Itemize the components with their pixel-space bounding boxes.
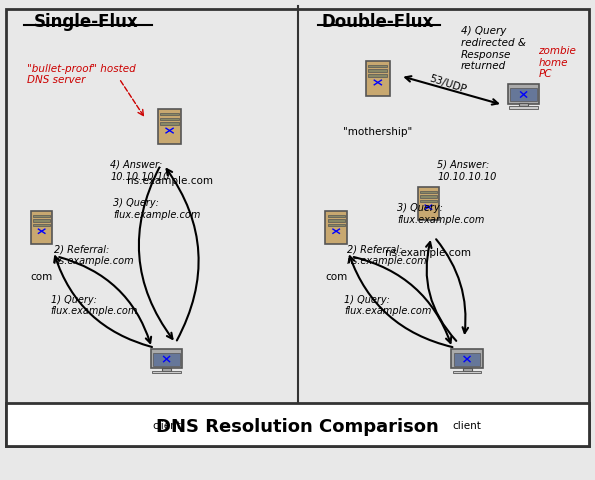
Bar	[462, 368, 472, 371]
Text: Single-Flux: Single-Flux	[34, 12, 139, 31]
Text: client: client	[152, 420, 181, 430]
Text: client: client	[453, 420, 481, 430]
Bar	[162, 368, 171, 371]
Text: 2) Referral:
ns.example.com: 2) Referral: ns.example.com	[54, 244, 134, 265]
Bar	[509, 107, 538, 109]
Bar	[31, 212, 52, 244]
Text: ns.example.com: ns.example.com	[127, 175, 212, 185]
Bar	[419, 200, 437, 203]
Bar	[152, 371, 181, 373]
Text: 2) Referral:
ns.example.com: 2) Referral: ns.example.com	[347, 244, 428, 265]
Text: com: com	[30, 271, 53, 281]
Bar	[325, 212, 347, 244]
Bar	[160, 123, 179, 125]
Bar	[327, 224, 345, 227]
Bar	[419, 192, 437, 194]
Bar	[327, 220, 345, 222]
Bar	[368, 66, 387, 68]
Bar	[453, 371, 481, 373]
Bar	[508, 85, 540, 105]
Text: "mothership": "mothership"	[343, 127, 412, 137]
Bar	[158, 109, 181, 145]
Text: com: com	[325, 271, 347, 281]
Bar	[154, 353, 180, 366]
Bar	[151, 349, 183, 369]
Bar	[33, 216, 51, 218]
Bar	[419, 196, 437, 198]
Bar	[366, 61, 390, 97]
Text: 3) Query:
flux.example.com: 3) Query: flux.example.com	[113, 198, 201, 219]
Text: Double-Flux: Double-Flux	[322, 12, 434, 31]
Text: 4) Answer:
10.10.10.10: 4) Answer: 10.10.10.10	[110, 160, 170, 181]
Text: zombie
home
PC: zombie home PC	[538, 46, 577, 79]
Text: DNS Resolution Comparison: DNS Resolution Comparison	[156, 417, 439, 435]
Bar	[511, 89, 537, 102]
Text: 53/UDP: 53/UDP	[428, 73, 467, 95]
Text: "bullet-proof" hosted
DNS server: "bullet-proof" hosted DNS server	[27, 64, 136, 85]
Text: 4) Query
redirected &
Response
returned: 4) Query redirected & Response returned	[461, 26, 526, 71]
Bar	[160, 114, 179, 116]
Bar	[33, 220, 51, 222]
Bar	[418, 188, 439, 220]
Text: ns.example.com: ns.example.com	[386, 247, 471, 257]
Text: 3) Query:
flux.example.com: 3) Query: flux.example.com	[397, 203, 485, 224]
Bar	[519, 104, 528, 107]
Bar	[6, 403, 589, 446]
Text: 1) Query:
flux.example.com: 1) Query: flux.example.com	[344, 294, 431, 315]
Bar	[368, 70, 387, 73]
Bar	[451, 349, 483, 369]
Text: 5) Answer:
10.10.10.10: 5) Answer: 10.10.10.10	[437, 160, 497, 181]
Bar	[327, 216, 345, 218]
Bar	[33, 224, 51, 227]
Text: 1) Query:
flux.example.com: 1) Query: flux.example.com	[51, 294, 138, 315]
Bar	[454, 353, 480, 366]
Bar	[160, 118, 179, 121]
Bar	[368, 75, 387, 77]
